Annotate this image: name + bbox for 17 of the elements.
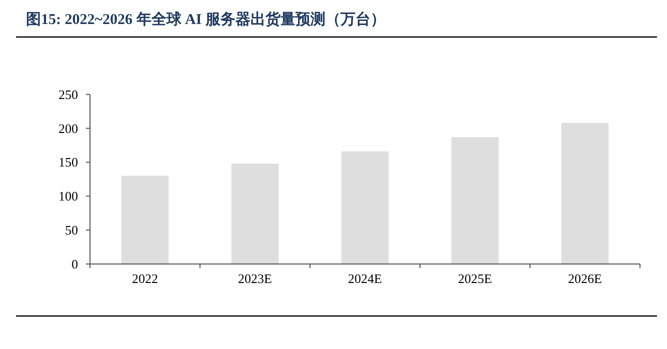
y-tick-label: 50 xyxy=(65,222,78,238)
x-tick-label: 2026E xyxy=(568,271,602,286)
y-tick-label: 0 xyxy=(72,256,78,272)
y-tick-label: 200 xyxy=(58,120,78,136)
y-tick-label: 150 xyxy=(58,154,78,170)
bar xyxy=(231,164,279,264)
bar xyxy=(121,176,169,264)
bar xyxy=(451,137,499,264)
chart-title: 图15: 2022~2026 年全球 AI 服务器出货量预测（万台） xyxy=(26,11,386,28)
y-tick-label: 250 xyxy=(58,86,78,102)
x-tick-label: 2022 xyxy=(132,271,158,286)
bar xyxy=(341,151,389,264)
x-tick-label: 2024E xyxy=(348,271,382,286)
x-tick-label: 2025E xyxy=(458,271,492,286)
y-tick-label: 100 xyxy=(58,188,78,204)
bar xyxy=(561,122,609,264)
x-tick-label: 2023E xyxy=(238,271,272,286)
